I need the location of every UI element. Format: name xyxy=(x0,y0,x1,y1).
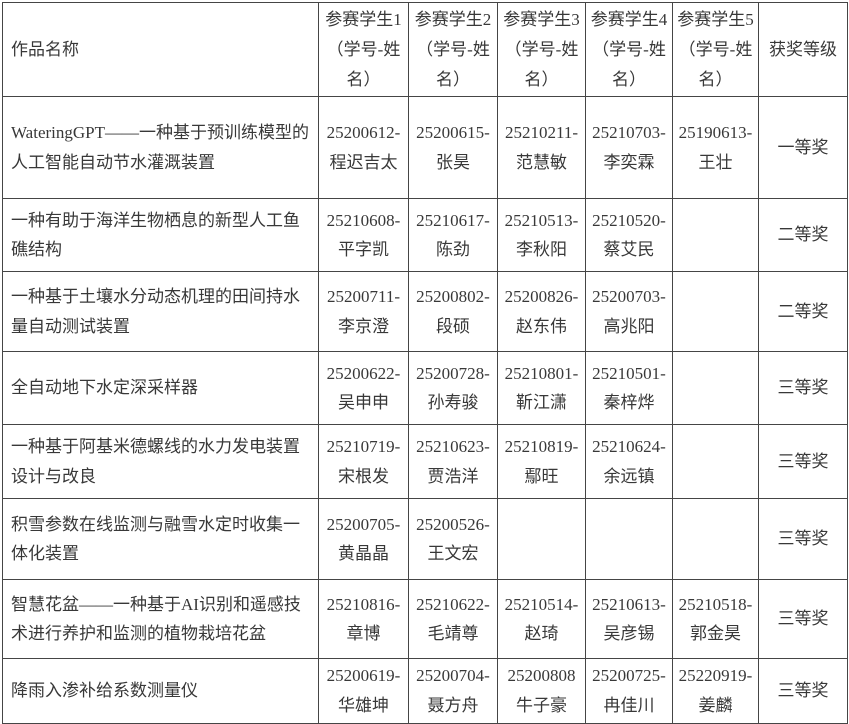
project-name-cell: 一种有助于海洋生物栖息的新型人工鱼礁结构 xyxy=(2,198,319,273)
student-cell: 25210518- 郭金昊 xyxy=(672,579,759,660)
award-level-cell: 三等奖 xyxy=(758,498,848,581)
student-cell: 25190613- 王壮 xyxy=(672,96,759,200)
student-cell: 25200622- 吴申申 xyxy=(318,351,409,426)
student-cell: 25210513- 李秋阳 xyxy=(497,198,586,273)
student-cell: 25200728- 孙寿骏 xyxy=(408,351,498,426)
column-header-award-level: 获奖等级 xyxy=(758,1,848,98)
student-cell: 25200826- 赵东伟 xyxy=(497,271,586,353)
table-row: 降雨入渗补给系数测量仪 25200619- 华雄坤 25200704- 聂方舟 252… xyxy=(2,658,848,724)
table-row: WateringGPT——一种基于预训练模型的人工智能自动节水灌溉装置 25200… xyxy=(2,96,848,200)
student-cell xyxy=(497,498,586,581)
column-header-student-1: 参赛学生1（学号-姓名） xyxy=(318,1,409,98)
student-cell xyxy=(672,424,759,500)
student-cell: 25210719- 宋根发 xyxy=(318,424,409,500)
award-level-cell: 二等奖 xyxy=(758,271,848,353)
student-cell xyxy=(585,498,673,581)
table-row: 智慧花盆——一种基于AI识别和遥感技术进行养护和监测的植物栽培花盆 2521081… xyxy=(2,579,848,660)
project-name-cell: WateringGPT——一种基于预训练模型的人工智能自动节水灌溉装置 xyxy=(2,96,319,200)
award-level-cell: 三等奖 xyxy=(758,658,848,724)
student-cell xyxy=(672,351,759,426)
student-cell: 25200808 牛子豪 xyxy=(497,658,586,724)
student-cell: 25200615- 张昊 xyxy=(408,96,498,200)
student-cell: 25210623- 贾浩洋 xyxy=(408,424,498,500)
student-cell: 25210608- 平字凯 xyxy=(318,198,409,273)
student-cell: 25210624- 余远镇 xyxy=(585,424,673,500)
project-name-cell: 智慧花盆——一种基于AI识别和遥感技术进行养护和监测的植物栽培花盆 xyxy=(2,579,319,660)
student-cell: 25200711- 李京澄 xyxy=(318,271,409,353)
student-cell: 25210816- 章博 xyxy=(318,579,409,660)
student-cell: 25200619- 华雄坤 xyxy=(318,658,409,724)
award-level-cell: 一等奖 xyxy=(758,96,848,200)
project-name-cell: 一种基于土壤水分动态机理的田间持水量自动测试装置 xyxy=(2,271,319,353)
award-level-cell: 三等奖 xyxy=(758,579,848,660)
student-cell: 25210211- 范慧敏 xyxy=(497,96,586,200)
student-cell: 25220919- 姜麟 xyxy=(672,658,759,724)
student-cell: 25210520- 蔡艾民 xyxy=(585,198,673,273)
column-header-project-name: 作品名称 xyxy=(2,1,319,98)
column-header-student-5: 参赛学生5（学号-姓名） xyxy=(672,1,759,98)
award-level-cell: 三等奖 xyxy=(758,424,848,500)
student-cell: 25200612- 程迟吉太 xyxy=(318,96,409,200)
student-cell xyxy=(672,198,759,273)
project-name-cell: 全自动地下水定深采样器 xyxy=(2,351,319,426)
project-name-cell: 积雪参数在线监测与融雪水定时收集一体化装置 xyxy=(2,498,319,581)
student-cell: 25200725- 冉佳川 xyxy=(585,658,673,724)
student-cell: 25200802- 段硕 xyxy=(408,271,498,353)
table-row: 一种有助于海洋生物栖息的新型人工鱼礁结构 25210608- 平字凯 2521061… xyxy=(2,198,848,273)
header-row: 作品名称 参赛学生1（学号-姓名） 参赛学生2（学号-姓名） 参赛学生3（学号-… xyxy=(2,1,848,98)
student-cell xyxy=(672,271,759,353)
student-cell: 25210801- 靳江潇 xyxy=(497,351,586,426)
student-cell: 25210613- 吴彦锡 xyxy=(585,579,673,660)
student-cell: 25200705- 黄晶晶 xyxy=(318,498,409,581)
column-header-student-2: 参赛学生2（学号-姓名） xyxy=(408,1,498,98)
column-header-student-3: 参赛学生3（学号-姓名） xyxy=(497,1,586,98)
student-cell xyxy=(672,498,759,581)
table-header: 作品名称 参赛学生1（学号-姓名） 参赛学生2（学号-姓名） 参赛学生3（学号-… xyxy=(2,1,848,98)
student-cell: 25210703- 李奕霖 xyxy=(585,96,673,200)
student-cell: 25210622- 毛靖尊 xyxy=(408,579,498,660)
table-body: WateringGPT——一种基于预训练模型的人工智能自动节水灌溉装置 25200… xyxy=(2,96,848,724)
column-header-student-4: 参赛学生4（学号-姓名） xyxy=(585,1,673,98)
table-row: 全自动地下水定深采样器 25200622- 吴申申 25200728- 孙寿骏 252… xyxy=(2,351,848,426)
table-row: 一种基于阿基米德螺线的水力发电装置设计与改良 25210719- 宋根发 25210… xyxy=(2,424,848,500)
table-row: 一种基于土壤水分动态机理的田间持水量自动测试装置 25200711- 李京澄 252… xyxy=(2,271,848,353)
project-name-cell: 降雨入渗补给系数测量仪 xyxy=(2,658,319,724)
project-name-cell: 一种基于阿基米德螺线的水力发电装置设计与改良 xyxy=(2,424,319,500)
table-row: 积雪参数在线监测与融雪水定时收集一体化装置 25200705- 黄晶晶 252005… xyxy=(2,498,848,581)
student-cell: 25210819- 鄢旺 xyxy=(497,424,586,500)
award-level-cell: 二等奖 xyxy=(758,198,848,273)
student-cell: 25210617- 陈劲 xyxy=(408,198,498,273)
award-level-cell: 三等奖 xyxy=(758,351,848,426)
student-cell: 25200526- 王文宏 xyxy=(408,498,498,581)
student-cell: 25210514- 赵琦 xyxy=(497,579,586,660)
student-cell: 25200703- 高兆阳 xyxy=(585,271,673,353)
student-cell: 25210501- 秦梓烨 xyxy=(585,351,673,426)
student-cell: 25200704- 聂方舟 xyxy=(408,658,498,724)
